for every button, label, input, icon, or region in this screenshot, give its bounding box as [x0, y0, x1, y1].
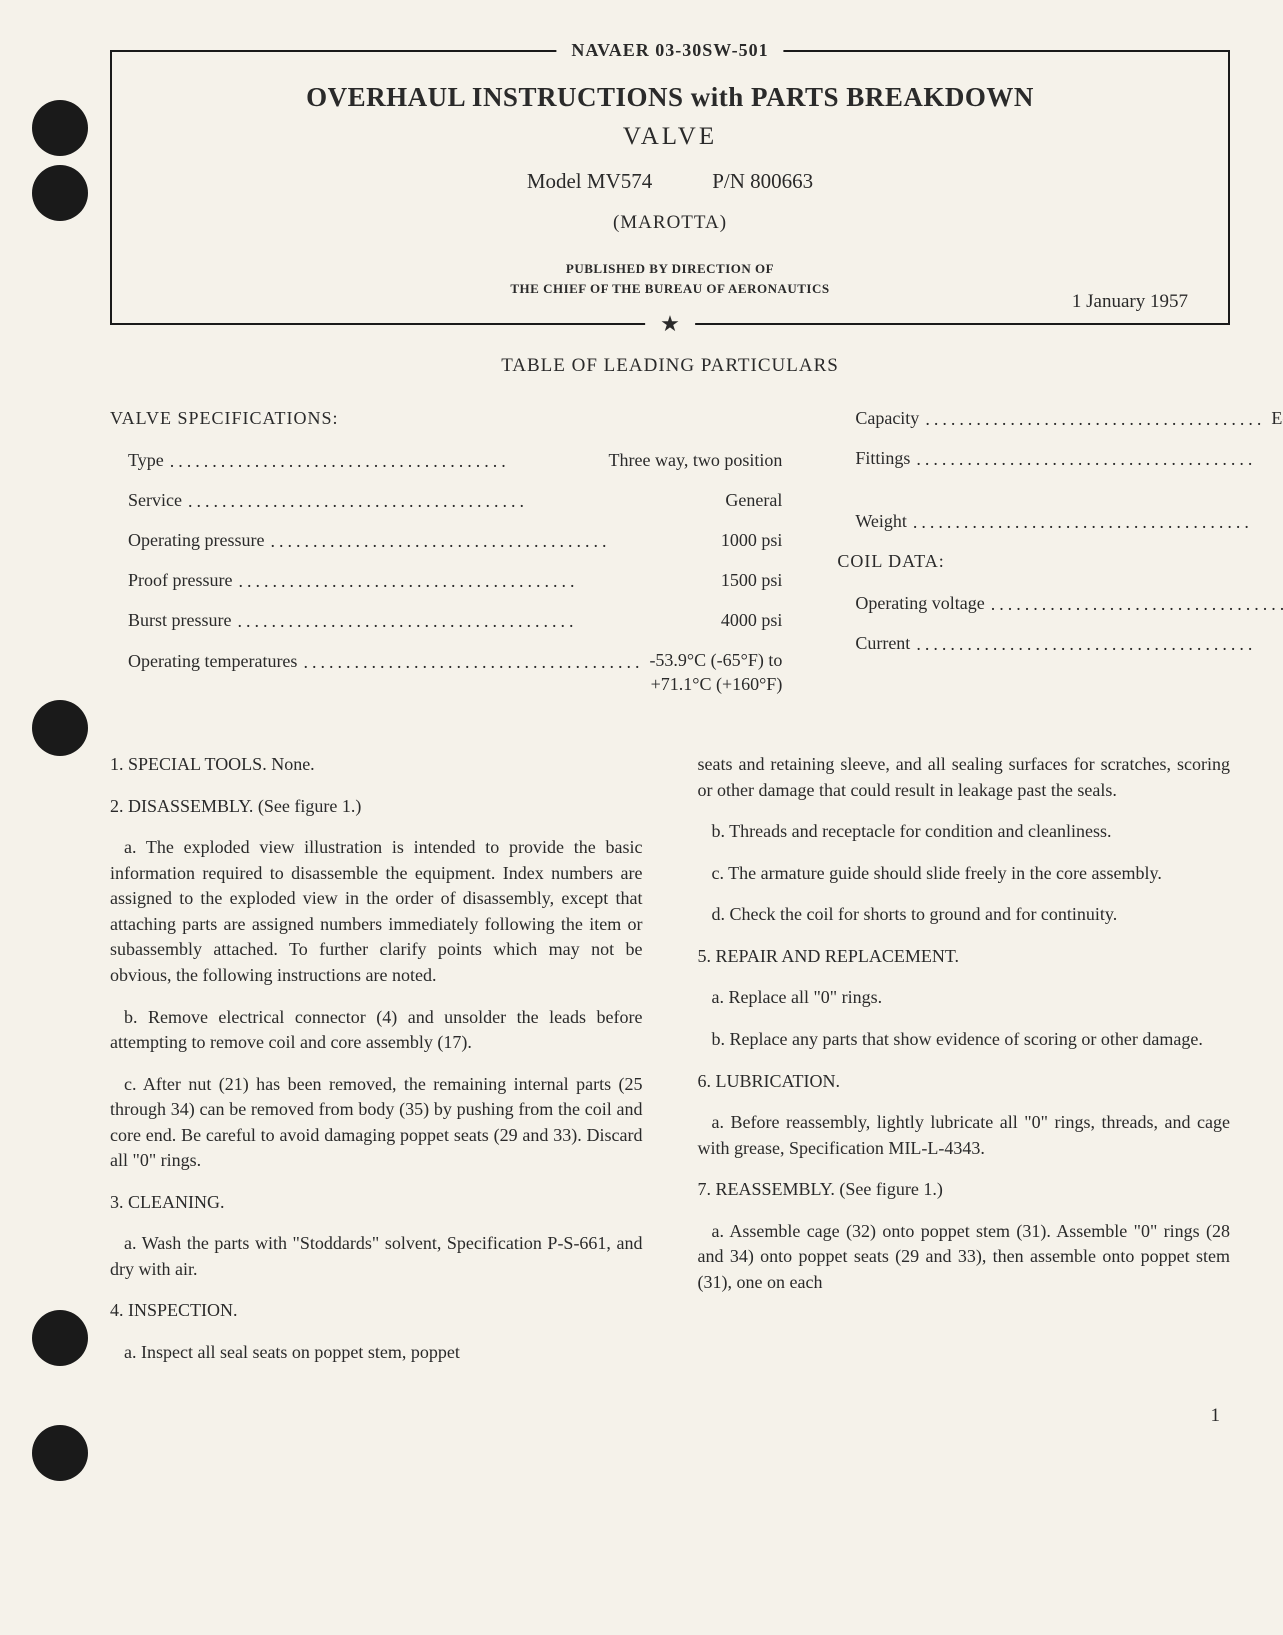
publication-lines: PUBLISHED BY DIRECTION OF THE CHIEF OF T…	[152, 259, 1188, 298]
spec-label: Operating pressure	[128, 527, 264, 553]
section-heading: 1. SPECIAL TOOLS. None.	[110, 752, 643, 778]
section-heading: 7. REASSEMBLY. (See figure 1.)	[698, 1177, 1231, 1203]
spec-row: Proof pressure..........................…	[110, 567, 782, 593]
spec-label: Type	[128, 447, 164, 473]
body-columns: 1. SPECIAL TOOLS. None. 2. DISASSEMBLY. (…	[110, 752, 1230, 1381]
spec-value: -53.9°C (-65°F) to+71.1°C (+160°F)	[649, 648, 782, 697]
spec-dots: ........................................	[182, 488, 725, 514]
header-box: NAVAER 03-30SW-501 OVERHAUL INSTRUCTIONS…	[110, 50, 1230, 325]
coil-data-heading: COIL DATA:	[837, 548, 1283, 574]
part-number: P/N 800663	[712, 169, 813, 193]
spec-dots: ........................................	[232, 568, 720, 594]
spec-label: Capacity	[855, 405, 919, 431]
body-left-column: 1. SPECIAL TOOLS. None. 2. DISASSEMBLY. (…	[110, 752, 643, 1381]
spec-row: Capacity................................…	[837, 405, 1283, 431]
section-heading: 5. REPAIR AND REPLACEMENT.	[698, 944, 1231, 970]
sub-paragraph: a. Assemble cage (32) onto poppet stem (…	[698, 1219, 1231, 1296]
spec-row: Operating voltage.......................…	[837, 590, 1283, 616]
section-heading: 4. INSPECTION.	[110, 1298, 643, 1324]
section-heading: 2. DISASSEMBLY. (See figure 1.)	[110, 794, 643, 820]
spec-value: General	[725, 487, 782, 513]
spec-row: Burst pressure..........................…	[110, 607, 782, 633]
spec-value: 1000 psi	[721, 527, 783, 553]
spec-label: Fittings	[855, 445, 910, 471]
sub-paragraph: c. The armature guide should slide freel…	[698, 861, 1231, 887]
section-heading: 3. CLEANING.	[110, 1190, 643, 1216]
pub-line-2: THE CHIEF OF THE BUREAU OF AERONAUTICS	[152, 279, 1188, 299]
spec-value: 4000 psi	[721, 607, 783, 633]
manufacturer: (MAROTTA)	[152, 212, 1188, 234]
spec-label: Operating voltage	[855, 590, 984, 616]
sub-paragraph: a. Before reassembly, lightly lubricate …	[698, 1110, 1231, 1161]
model-line: Model MV574 P/N 800663	[152, 169, 1188, 194]
spec-label: Weight	[855, 508, 907, 534]
document-page: NAVAER 03-30SW-501 OVERHAUL INSTRUCTIONS…	[110, 50, 1230, 1382]
table-title: TABLE OF LEADING PARTICULARS	[110, 355, 1230, 377]
spec-label: Service	[128, 487, 182, 513]
spec-value: Three way, two position	[609, 447, 783, 473]
sub-paragraph: b. Remove electrical connector (4) and u…	[110, 1005, 643, 1056]
spec-dots: ........................................	[910, 446, 1283, 472]
title-sub: VALVE	[152, 123, 1188, 151]
sub-paragraph: a. Replace all "0" rings.	[698, 985, 1231, 1011]
spec-value: 1500 psi	[721, 567, 783, 593]
continuation-paragraph: seats and retaining sleeve, and all seal…	[698, 752, 1231, 803]
page-number: 1	[1211, 1405, 1221, 1427]
punch-hole	[32, 1310, 88, 1366]
specs-left-column: VALVE SPECIFICATIONS: Type..............…	[110, 405, 782, 710]
punch-hole	[32, 1425, 88, 1481]
star-icon: ★	[645, 311, 695, 337]
sub-paragraph: b. Replace any parts that show evidence …	[698, 1027, 1231, 1053]
body-right-column: seats and retaining sleeve, and all seal…	[698, 752, 1231, 1381]
document-date: 1 January 1957	[1072, 291, 1188, 313]
section-heading: 6. LUBRICATION.	[698, 1069, 1231, 1095]
spec-row: Operating pressure......................…	[110, 527, 782, 553]
spec-label: Operating temperatures	[128, 648, 297, 674]
spec-row: Service.................................…	[110, 487, 782, 513]
spec-dots: ........................................	[985, 591, 1283, 617]
spec-row: Weight..................................…	[837, 508, 1283, 534]
specs-right-column: Capacity................................…	[837, 405, 1283, 710]
valve-specs-heading: VALVE SPECIFICATIONS:	[110, 405, 782, 431]
spec-dots: ........................................	[907, 509, 1283, 535]
title-main: OVERHAUL INSTRUCTIONS with PARTS BREAKDO…	[152, 82, 1188, 113]
sub-paragraph: b. Threads and receptacle for condition …	[698, 819, 1231, 845]
punch-hole	[32, 165, 88, 221]
sub-paragraph: a. Inspect all seal seats on poppet stem…	[110, 1340, 643, 1366]
spec-row: Type....................................…	[110, 447, 782, 473]
spec-label: Burst pressure	[128, 607, 231, 633]
sub-paragraph: c. After nut (21) has been removed, the …	[110, 1072, 643, 1174]
spec-row: Current.................................…	[837, 630, 1283, 679]
sub-paragraph: d. Check the coil for shorts to ground a…	[698, 902, 1231, 928]
spec-label: Current	[855, 630, 910, 656]
spec-row: Fittings................................…	[837, 445, 1283, 494]
spec-dots: ........................................	[919, 406, 1271, 432]
document-number: NAVAER 03-30SW-501	[556, 40, 783, 61]
spec-dots: ........................................	[231, 608, 720, 634]
punch-hole	[32, 100, 88, 156]
spec-value: Equiv orifice 0.115 dia	[1271, 405, 1283, 431]
punch-hole	[32, 700, 88, 756]
spec-row: Operating temperatures..................…	[110, 648, 782, 697]
spec-label: Proof pressure	[128, 567, 232, 593]
spec-dots: ........................................	[297, 649, 649, 675]
specs-columns: VALVE SPECIFICATIONS: Type..............…	[110, 405, 1230, 710]
model-label: Model MV574	[527, 169, 652, 193]
spec-dots: ........................................	[164, 448, 609, 474]
sub-paragraph: a. Wash the parts with "Stoddards" solve…	[110, 1231, 643, 1282]
spec-dots: ........................................	[264, 528, 720, 554]
sub-paragraph: a. The exploded view illustration is int…	[110, 835, 643, 988]
spec-dots: ........................................	[910, 631, 1283, 657]
pub-line-1: PUBLISHED BY DIRECTION OF	[152, 259, 1188, 279]
